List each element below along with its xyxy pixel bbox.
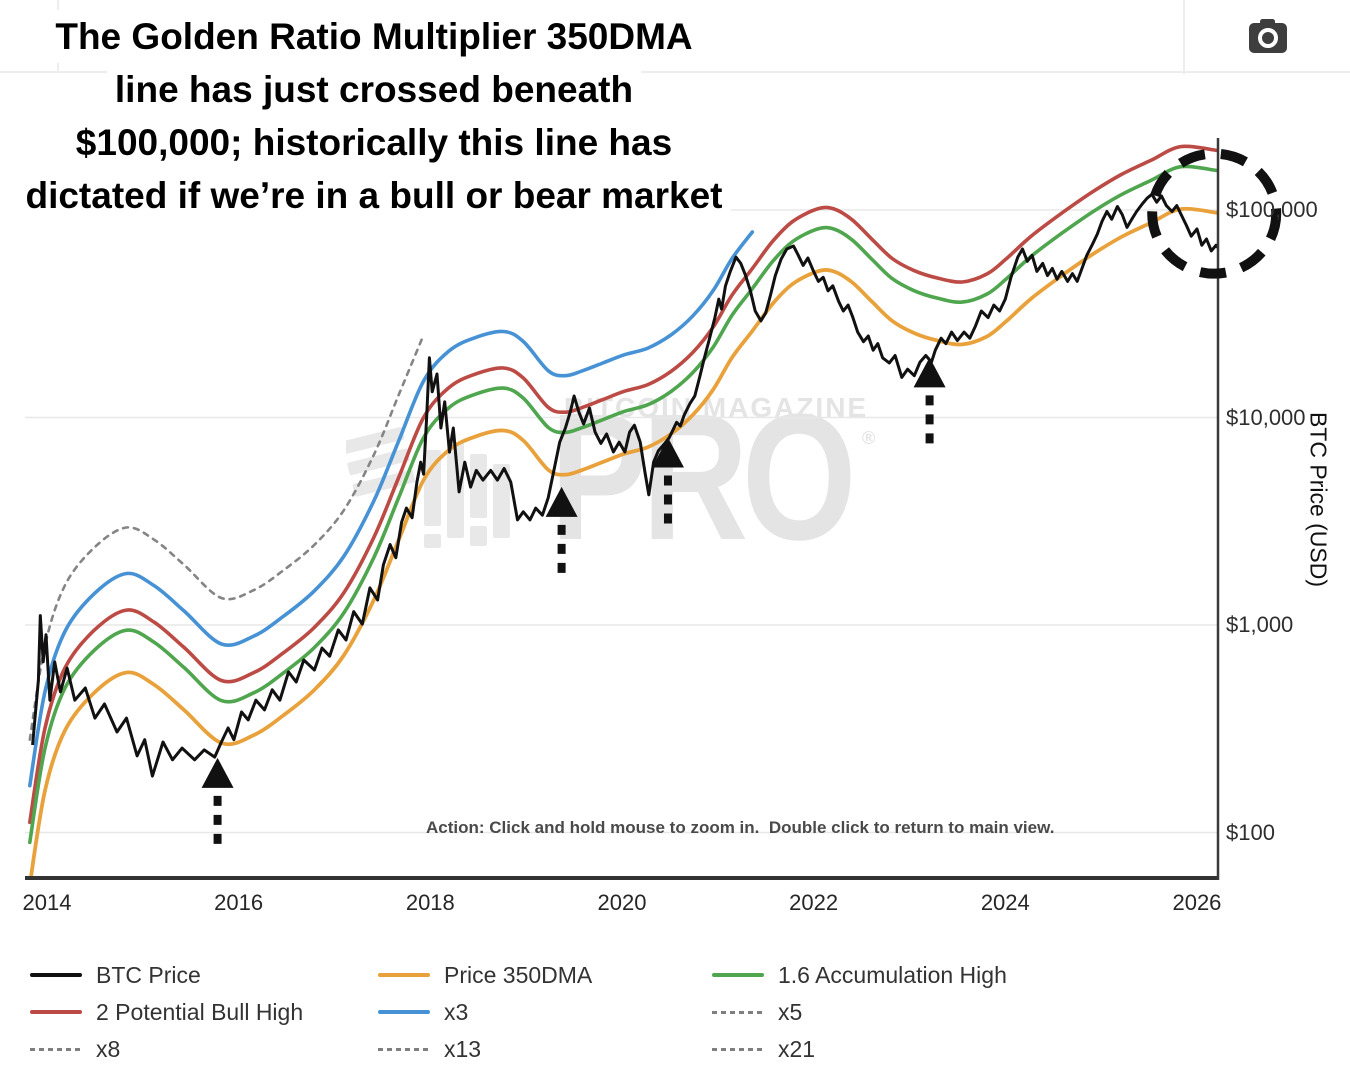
title-line: $100,000; historically this line has — [67, 116, 681, 169]
btc-price-line — [31, 192, 1218, 778]
title-line: line has just crossed beneath — [106, 63, 642, 116]
legend-item-x5[interactable]: x5 — [712, 999, 1007, 1025]
legend-item-label: x8 — [96, 1035, 121, 1062]
price-350dma-line — [28, 206, 1218, 878]
x3-line — [28, 230, 755, 788]
legend-item-label: 2 Potential Bull High — [96, 998, 304, 1025]
action-note: Action: Click and hold mouse to zoom in.… — [426, 818, 1055, 837]
legend-item-2-potential-bull-high[interactable]: 2 Potential Bull High — [30, 999, 378, 1025]
dashed-line-swatch-icon — [378, 1047, 430, 1051]
annotations — [201, 148, 1282, 848]
axes — [25, 138, 1220, 880]
y-axis-tick-label: $100,000 — [1226, 197, 1318, 222]
x-axis-tick-label: 2014 — [22, 890, 72, 915]
legend-item-label: x13 — [444, 1035, 482, 1062]
x-axis-tick-label: 2016 — [214, 890, 264, 915]
dashed-line-swatch-icon — [712, 1047, 764, 1051]
line-swatch-icon — [30, 1010, 82, 1014]
breakout-arrow-icon — [651, 437, 684, 468]
x-axis-tick-label: 2020 — [597, 890, 647, 915]
line-swatch-icon — [30, 973, 82, 977]
y-axis-tick-label: $1,000 — [1226, 612, 1294, 637]
legend-item-x21[interactable]: x21 — [712, 1036, 1007, 1062]
y-axis-tick-label: $100 — [1226, 819, 1275, 845]
legend-item-label: x21 — [778, 1035, 816, 1062]
x-axis-tick-label: 2022 — [789, 890, 839, 915]
registered-trademark-icon: ® — [862, 428, 876, 448]
camera-icon — [1249, 18, 1287, 53]
breakout-arrow-icon — [201, 757, 234, 788]
y-axis-tick-label: $10,000 — [1226, 404, 1306, 430]
screenshot-button[interactable] — [1247, 18, 1289, 58]
gridlines — [25, 209, 1218, 834]
x-axis-tick-label: 2018 — [405, 890, 455, 915]
title-line: dictated if we’re in a bull or bear mark… — [17, 169, 731, 222]
dashed-line-swatch-icon — [712, 1010, 764, 1014]
breakout-arrow-icon — [913, 357, 946, 388]
title-line: The Golden Ratio Multiplier 350DMA — [47, 10, 701, 63]
chart-legend: BTC Price Price 350DMA 1.6 Accumulation Hi… — [30, 962, 1007, 1062]
2-potential-bull-high-line — [28, 144, 1218, 825]
breakout-arrow-icon — [545, 486, 578, 517]
line-swatch-icon — [378, 1010, 430, 1014]
line-swatch-icon — [712, 973, 764, 977]
legend-item-label: x3 — [444, 998, 469, 1025]
legend-item-x3[interactable]: x3 — [378, 999, 712, 1025]
x-axis-tick-label: 2024 — [980, 890, 1030, 915]
legend-item-btc-price[interactable]: BTC Price — [30, 962, 378, 988]
x5-line — [28, 333, 425, 741]
legend-item-price-350dma[interactable]: Price 350DMA — [378, 962, 712, 988]
legend-item-label: Price 350DMA — [444, 961, 593, 988]
y-axis-title: BTC Price (USD) — [1305, 411, 1332, 588]
line-swatch-icon — [378, 973, 430, 977]
page-divider-line — [0, 71, 1350, 73]
dashed-line-swatch-icon — [30, 1047, 82, 1051]
legend-item-x8[interactable]: x8 — [30, 1036, 378, 1062]
1.6-accumulation-high-line — [28, 164, 1218, 845]
legend-item-label: 1.6 Accumulation High — [778, 961, 1007, 988]
chart-annotation-title: The Golden Ratio Multiplier 350DMA line … — [0, 10, 748, 222]
current-price-circle-annotation — [1147, 148, 1282, 279]
legend-item-x13[interactable]: x13 — [378, 1036, 712, 1062]
legend-item-label: x5 — [778, 998, 803, 1025]
x-axis-tick-label: 2026 — [1172, 890, 1222, 915]
page-column-line — [1183, 0, 1185, 74]
legend-item-label: BTC Price — [96, 961, 201, 988]
legend-item-1.6-accumulation-high[interactable]: 1.6 Accumulation High — [712, 962, 1007, 988]
